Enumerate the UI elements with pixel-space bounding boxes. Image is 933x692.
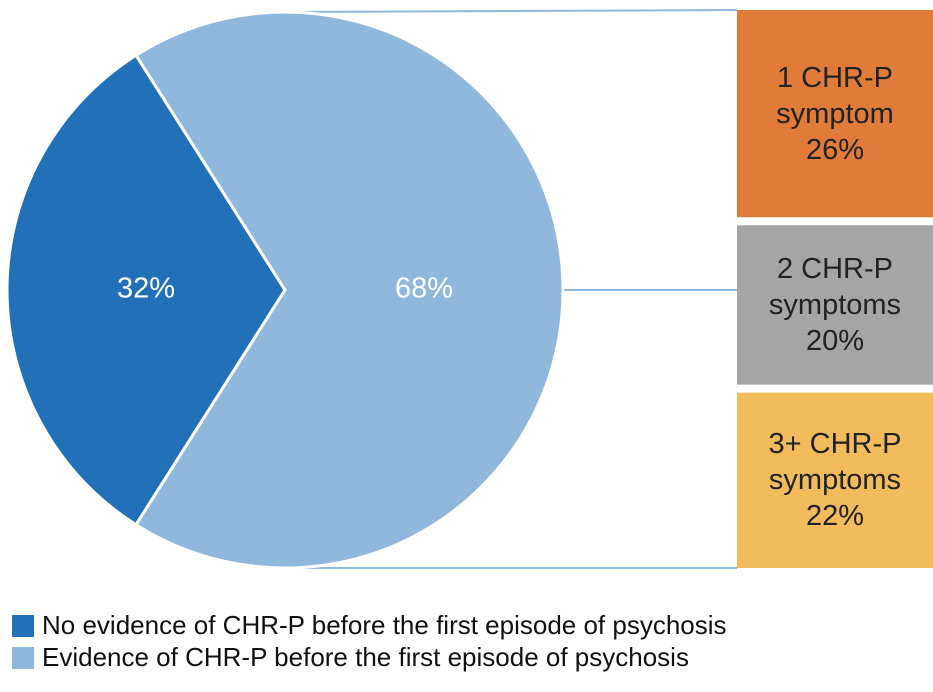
segment-label: 3+ CHR-P symptoms 22% (737, 393, 933, 568)
pie-slice (133, 10, 565, 570)
segment-value: 20% (805, 324, 865, 357)
pie-slice (5, 53, 287, 527)
slice-label: 68% (395, 273, 453, 305)
legend-label: No evidence of CHR-P before the first ep… (42, 610, 727, 640)
segment-name: 1 CHR-P symptom (776, 61, 894, 130)
segment-value: 26% (805, 133, 865, 166)
legend-item: Evidence of CHR-P before the first episo… (12, 642, 689, 673)
segment-label: 1 CHR-P symptom 26% (737, 10, 933, 217)
segment-name: 2 CHR-P symptoms (768, 252, 902, 321)
bar-segment (737, 392, 933, 568)
slice-label: 32% (117, 273, 175, 305)
segment-name: 3+ CHR-P symptoms (768, 428, 902, 497)
segment-label: 2 CHR-P symptoms 20% (737, 225, 933, 384)
bar-segment (737, 10, 933, 218)
segment-value: 22% (805, 500, 865, 533)
legend-swatch (12, 646, 34, 669)
connector-line (284, 9, 738, 13)
legend-label: Evidence of CHR-P before the first episo… (42, 642, 689, 672)
bar-segment (737, 225, 933, 385)
legend-swatch (12, 614, 34, 637)
legend-item: No evidence of CHR-P before the first ep… (12, 610, 727, 641)
